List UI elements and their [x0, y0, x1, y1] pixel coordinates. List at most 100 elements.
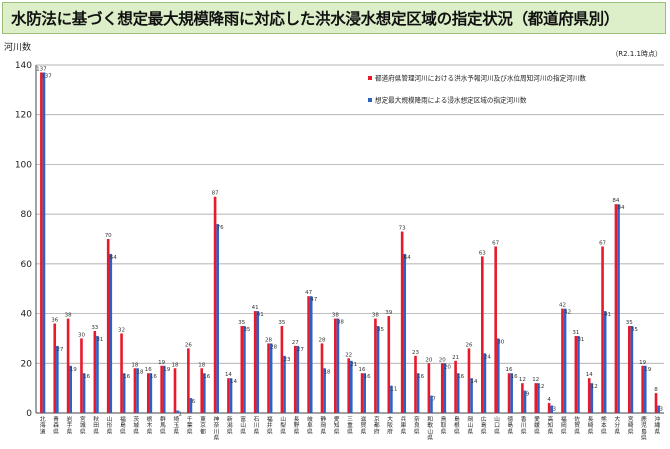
category-label: 崎	[628, 421, 634, 429]
data-label-designated: 12	[532, 377, 539, 383]
data-label-inundation: 47	[310, 297, 317, 303]
category-label: 群	[160, 415, 166, 423]
category-label: 愛	[534, 415, 540, 423]
bar-inundation	[363, 373, 366, 413]
data-label-designated: 36	[51, 318, 58, 324]
bar-inundation	[443, 363, 447, 413]
bar-inundation	[256, 311, 260, 413]
bar-inundation	[657, 405, 660, 413]
bar-inundation	[430, 395, 433, 413]
bar-designated	[601, 246, 604, 413]
data-label-inundation: 64	[404, 255, 411, 261]
category-label: 徳	[507, 415, 513, 423]
data-label-designated: 20	[425, 357, 432, 363]
category-label: 木	[147, 421, 153, 429]
bar-designated	[467, 348, 471, 413]
category-label: 玉	[173, 422, 179, 429]
category-label: 川	[254, 422, 260, 429]
bar-designated	[267, 343, 270, 413]
data-label-inundation: 19	[644, 367, 651, 373]
category-label: 府	[374, 427, 380, 435]
data-label-designated: 67	[492, 240, 499, 246]
y-tick-label: 0	[26, 409, 32, 419]
bar-designated	[494, 246, 497, 413]
data-label-designated: 28	[318, 337, 325, 343]
data-label-inundation: 31	[577, 337, 584, 343]
category-label: 県	[334, 428, 340, 435]
category-label: 野	[294, 421, 300, 429]
category-label: 岩	[66, 415, 72, 423]
category-label: 県	[521, 428, 527, 435]
category-label: 県	[414, 428, 420, 435]
category-label: 島	[641, 427, 647, 435]
bar-designated	[481, 256, 484, 413]
category-label: 県	[561, 428, 567, 435]
bar-designated	[521, 383, 524, 413]
data-label-designated: 38	[332, 313, 339, 319]
category-label: 庫	[401, 421, 407, 429]
bar-designated	[547, 403, 551, 413]
category-label: 県	[441, 428, 447, 435]
category-label: 愛	[334, 415, 340, 423]
page-title: 水防法に基づく想定最大規模降雨に対応した洪水浸水想定区域の指定状況（都道府県別）	[11, 10, 620, 28]
bar-designated	[534, 383, 538, 413]
category-label: 県	[401, 428, 407, 435]
data-label-designated: 26	[185, 342, 192, 348]
bar-designated	[387, 316, 391, 413]
bar-inundation	[603, 311, 607, 413]
category-label: 手	[66, 421, 72, 429]
bar-designated	[320, 343, 324, 413]
data-label-inundation: 24	[484, 354, 491, 360]
category-label: 広	[481, 415, 487, 423]
category-label: 岡	[467, 416, 473, 423]
category-label: 和	[427, 415, 433, 423]
category-label: 知	[548, 421, 554, 429]
category-label: 県	[548, 428, 554, 435]
axes: 020406080100120140北海道青森県岩手県宮城県秋田県山形県福島県茨…	[15, 61, 661, 442]
data-label-inundation: 19	[70, 367, 77, 373]
data-label-designated: 47	[305, 290, 312, 296]
bar-inundation	[577, 335, 580, 413]
category-label: 県	[66, 428, 72, 435]
data-label-inundation: 19	[163, 367, 170, 373]
data-label-inundation: 137	[41, 73, 52, 79]
data-label-designated: 35	[626, 320, 633, 326]
category-label: 媛	[534, 421, 540, 429]
bar-designated	[133, 368, 137, 413]
category-label: 佐	[574, 415, 580, 423]
data-label-inundation: 35	[243, 327, 250, 333]
category-label: 県	[53, 428, 59, 435]
category-label: 県	[187, 428, 193, 435]
category-label: 形	[107, 421, 113, 429]
y-tick-label: 20	[21, 359, 33, 369]
category-label: 県	[574, 428, 580, 435]
data-label-designated: 42	[559, 303, 566, 309]
bar-inundation	[643, 365, 647, 413]
legend: 都道府県管理河川における洪水予報河川及び水位周知河川の指定河川数想定最大規模降雨…	[368, 74, 586, 105]
bar-inundation	[403, 253, 407, 413]
category-label: 県	[294, 428, 300, 435]
bar-designated	[253, 311, 257, 413]
category-label: 歌	[427, 421, 433, 429]
data-label-designated: 26	[465, 342, 472, 348]
category-label: 奈	[414, 415, 420, 423]
category-label: 県	[507, 428, 513, 435]
bar-inundation	[69, 365, 73, 413]
data-label-inundation: 14	[471, 379, 478, 385]
data-label-designated: 18	[131, 362, 138, 368]
category-label: 福	[561, 415, 567, 423]
category-label: 千	[187, 415, 193, 423]
data-label-inundation: 14	[230, 379, 237, 385]
category-label: 県	[454, 428, 460, 435]
category-label: 府	[387, 427, 393, 435]
bar-inundation	[149, 373, 153, 413]
category-label: 島	[507, 421, 513, 429]
data-label-designated: 137	[36, 66, 47, 72]
data-label-inundation: 7	[432, 397, 436, 403]
data-label-designated: 32	[118, 327, 125, 333]
category-label: 大	[614, 415, 620, 423]
bar-inundation	[296, 345, 300, 413]
bar-inundation	[510, 373, 513, 413]
bar-designated	[440, 363, 444, 413]
